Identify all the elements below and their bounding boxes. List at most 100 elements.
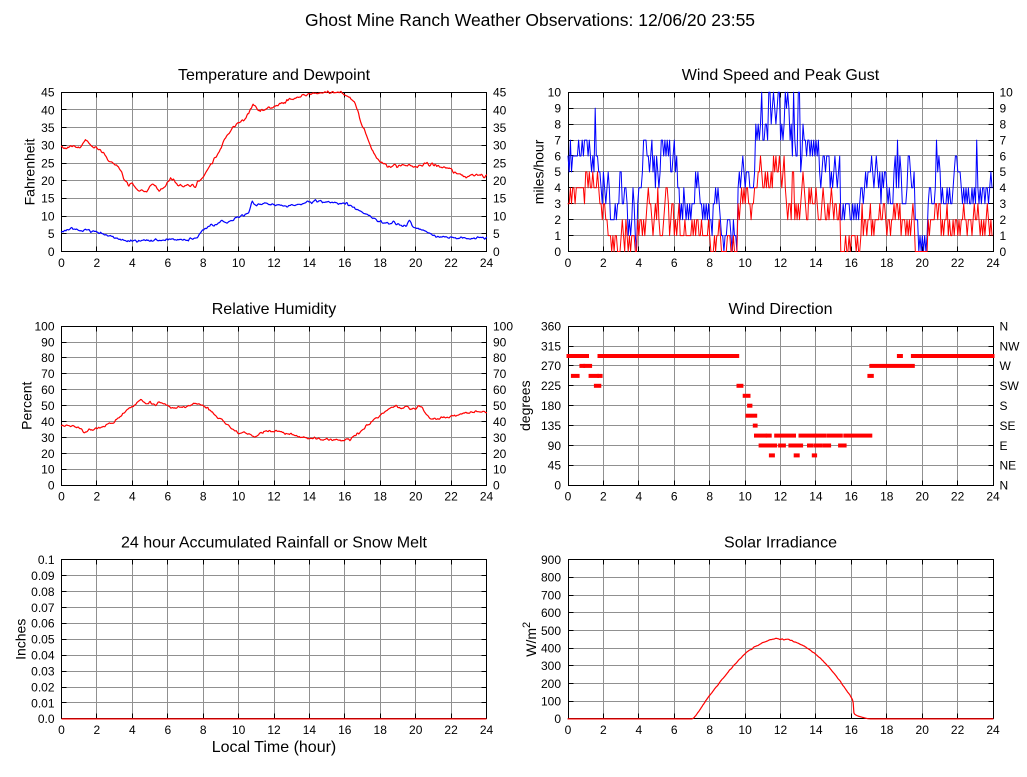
svg-text:20: 20 [409, 256, 423, 270]
svg-text:8: 8 [554, 117, 561, 131]
svg-text:16: 16 [845, 256, 859, 270]
svg-text:0: 0 [48, 245, 55, 259]
svg-text:Local Time (hour): Local Time (hour) [212, 739, 337, 756]
svg-text:24: 24 [986, 723, 1000, 737]
svg-text:0.02: 0.02 [31, 680, 55, 694]
svg-text:0.01: 0.01 [31, 696, 55, 710]
svg-text:45: 45 [493, 86, 507, 100]
svg-text:degrees: degrees [517, 380, 533, 431]
svg-text:4: 4 [635, 256, 642, 270]
svg-text:45: 45 [41, 86, 55, 100]
svg-text:W/m2: W/m2 [521, 622, 539, 657]
svg-text:14: 14 [809, 723, 823, 737]
svg-text:15: 15 [41, 192, 55, 206]
svg-text:10: 10 [41, 463, 55, 477]
svg-text:SE: SE [1000, 419, 1016, 433]
svg-text:900: 900 [541, 553, 561, 567]
svg-text:0.05: 0.05 [31, 633, 55, 647]
svg-text:40: 40 [41, 103, 55, 117]
svg-text:20: 20 [409, 723, 423, 737]
svg-text:4: 4 [129, 256, 136, 270]
svg-text:6: 6 [554, 149, 561, 163]
svg-text:8: 8 [200, 490, 207, 504]
svg-text:20: 20 [493, 447, 507, 461]
svg-text:20: 20 [916, 490, 930, 504]
svg-text:90: 90 [493, 335, 507, 349]
svg-text:0.03: 0.03 [31, 664, 55, 678]
svg-text:60: 60 [493, 383, 507, 397]
svg-text:0: 0 [48, 479, 55, 493]
svg-text:Solar Irradiance: Solar Irradiance [724, 535, 837, 552]
svg-text:25: 25 [41, 156, 55, 170]
svg-text:10: 10 [493, 209, 507, 223]
svg-text:0: 0 [58, 723, 65, 737]
svg-text:5: 5 [554, 165, 561, 179]
svg-text:20: 20 [41, 447, 55, 461]
svg-text:24: 24 [480, 256, 494, 270]
svg-text:22: 22 [951, 723, 965, 737]
svg-text:70: 70 [493, 367, 507, 381]
svg-text:S: S [1000, 399, 1008, 413]
svg-text:0: 0 [58, 490, 65, 504]
svg-text:20: 20 [409, 490, 423, 504]
svg-text:0: 0 [1000, 245, 1007, 259]
svg-text:0: 0 [554, 479, 561, 493]
svg-text:45: 45 [548, 459, 562, 473]
svg-text:18: 18 [374, 723, 388, 737]
svg-text:4: 4 [635, 723, 642, 737]
svg-text:9: 9 [554, 102, 561, 116]
svg-text:2: 2 [600, 723, 607, 737]
svg-text:16: 16 [845, 490, 859, 504]
svg-text:14: 14 [809, 256, 823, 270]
svg-text:12: 12 [267, 256, 281, 270]
svg-text:W: W [1000, 359, 1012, 373]
svg-text:16: 16 [338, 256, 352, 270]
svg-text:2: 2 [1000, 213, 1007, 227]
svg-text:80: 80 [493, 351, 507, 365]
svg-text:3: 3 [1000, 197, 1007, 211]
svg-text:0.06: 0.06 [31, 617, 55, 631]
svg-text:2: 2 [94, 490, 101, 504]
svg-text:10: 10 [738, 256, 752, 270]
svg-text:7: 7 [1000, 133, 1007, 147]
svg-text:miles/hour: miles/hour [531, 139, 547, 204]
svg-text:18: 18 [374, 256, 388, 270]
svg-text:60: 60 [41, 383, 55, 397]
svg-text:Ghost Mine Ranch Weather Obser: Ghost Mine Ranch Weather Observations: 1… [305, 10, 755, 30]
svg-text:2: 2 [600, 256, 607, 270]
svg-text:24 hour Accumulated Rainfall o: 24 hour Accumulated Rainfall or Snow Mel… [121, 535, 427, 552]
svg-text:0: 0 [493, 245, 500, 259]
svg-text:35: 35 [493, 121, 507, 135]
svg-text:8: 8 [706, 256, 713, 270]
svg-text:6: 6 [1000, 149, 1007, 163]
svg-text:315: 315 [541, 339, 561, 353]
svg-text:225: 225 [541, 379, 561, 393]
svg-text:35: 35 [41, 121, 55, 135]
svg-text:E: E [1000, 439, 1008, 453]
svg-text:7: 7 [554, 133, 561, 147]
svg-text:SW: SW [1000, 379, 1020, 393]
svg-text:360: 360 [541, 319, 561, 333]
svg-text:30: 30 [41, 431, 55, 445]
svg-text:4: 4 [129, 490, 136, 504]
svg-text:16: 16 [845, 723, 859, 737]
svg-text:0: 0 [565, 723, 572, 737]
svg-text:18: 18 [374, 490, 388, 504]
svg-text:5: 5 [493, 227, 500, 241]
svg-text:180: 180 [541, 399, 561, 413]
svg-text:14: 14 [809, 490, 823, 504]
svg-text:20: 20 [41, 174, 55, 188]
svg-text:6: 6 [671, 490, 678, 504]
svg-text:22: 22 [951, 490, 965, 504]
svg-text:100: 100 [541, 695, 561, 709]
svg-text:15: 15 [493, 192, 507, 206]
svg-text:12: 12 [267, 490, 281, 504]
svg-text:14: 14 [303, 490, 317, 504]
svg-text:400: 400 [541, 641, 561, 655]
svg-text:8: 8 [1000, 117, 1007, 131]
svg-text:8: 8 [706, 490, 713, 504]
svg-text:10: 10 [1000, 86, 1014, 100]
svg-text:22: 22 [444, 490, 458, 504]
svg-text:90: 90 [548, 439, 562, 453]
svg-text:12: 12 [774, 256, 788, 270]
